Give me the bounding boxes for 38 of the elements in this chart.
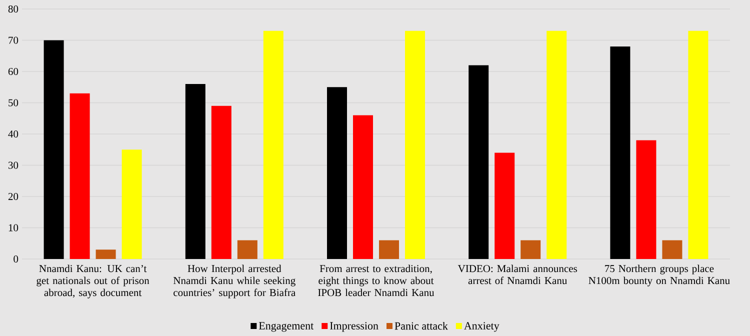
bar — [70, 93, 90, 259]
y-tick-label: 60 — [8, 68, 18, 76]
bar — [379, 240, 400, 259]
x-tick-label: 75 Northern groups place N100m bounty on Nnamdi Kanu — [588, 264, 730, 286]
y-tick-label: 0 — [14, 255, 18, 263]
bar — [662, 240, 682, 259]
x-tick-label: How Interpol arrested Nnamdi Kanu while seeking countries’ support for Biafra — [173, 264, 296, 298]
bar — [122, 150, 142, 259]
x-tick-label: From arrest to extradition, eight things to know about IPOB leader Nnamdi Kanu — [318, 264, 434, 296]
legend-label: Anxiety — [464, 322, 500, 332]
y-tick-label: 50 — [8, 99, 18, 106]
y-tick-label: 30 — [8, 162, 18, 169]
bar — [494, 152, 515, 259]
x-tick-label: Nnamdi Kanu: UK can’t get nationals out of prison abroad, says document — [36, 264, 150, 298]
y-tick-label: 20 — [8, 192, 18, 200]
bar — [468, 65, 489, 259]
bar — [688, 30, 708, 259]
bar — [44, 40, 64, 259]
bar — [636, 140, 656, 259]
y-tick-label: 80 — [8, 5, 18, 13]
bar — [610, 46, 630, 259]
bar — [96, 250, 116, 259]
x-tick-label: VIDEO: Malami announces arrest of Nnamdi Kanu — [458, 264, 577, 284]
bar — [546, 30, 567, 259]
bar — [405, 30, 426, 259]
legend-label: Engagement — [258, 322, 314, 332]
legend-label: Impression — [330, 322, 378, 332]
y-tick-label: 40 — [8, 130, 18, 138]
bar — [327, 87, 348, 259]
bar — [237, 240, 258, 259]
y-tick-label: 70 — [8, 36, 18, 44]
bar — [185, 84, 206, 259]
legend-label: Panic attack — [394, 322, 448, 330]
bar — [263, 30, 284, 259]
bar — [520, 240, 541, 259]
y-tick-label: 10 — [8, 224, 18, 232]
bar — [211, 106, 232, 259]
bar — [353, 115, 374, 259]
